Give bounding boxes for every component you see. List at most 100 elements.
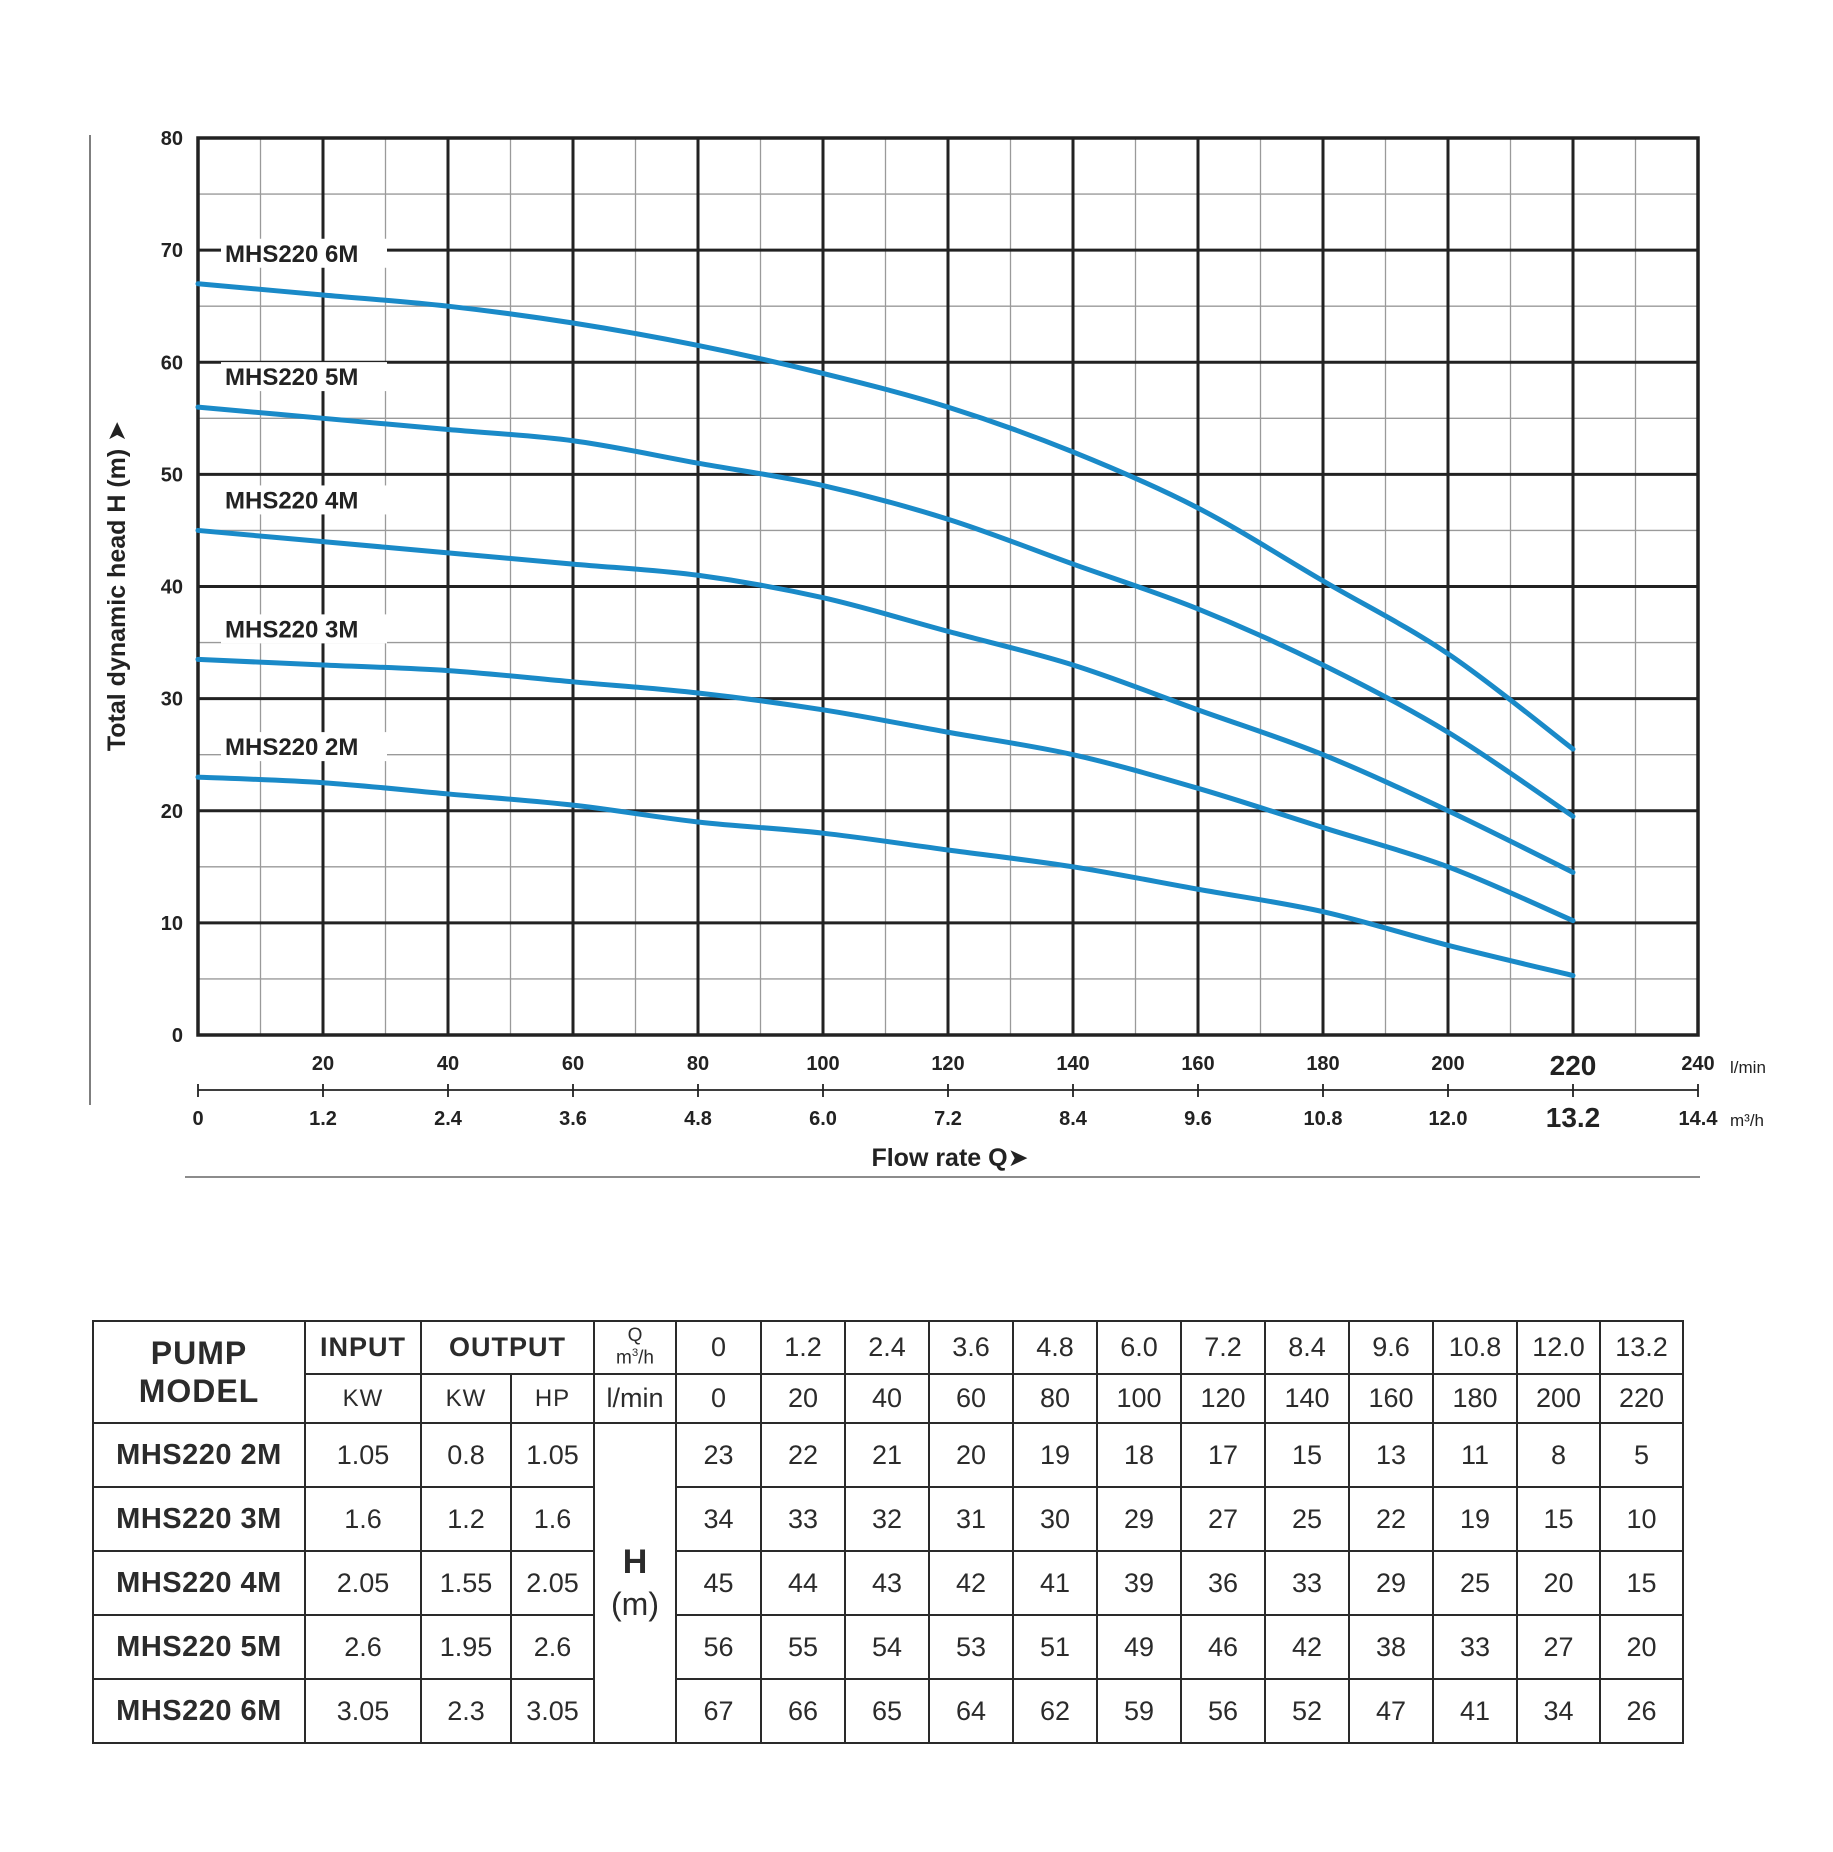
q-m3h-cell: 10.8 [1432, 1320, 1518, 1375]
q-lmin-cell: 220 [1599, 1373, 1684, 1424]
y-tick-label: 80 [161, 128, 183, 150]
input-kw-cell: 1.6 [304, 1486, 422, 1552]
y-tick-labels: 0 10 20 30 40 50 60 70 80 [161, 128, 183, 1047]
input-kw-cell: 2.05 [304, 1550, 422, 1616]
x-primary-unit: l/min [1730, 1058, 1766, 1077]
head-cell: 5 [1599, 1422, 1684, 1488]
x-secondary-tick-label: 2.4 [434, 1108, 463, 1130]
y-tick-label: 60 [161, 352, 183, 374]
q-unit-base: m [615, 1347, 632, 1369]
q-lmin-cell: 180 [1432, 1373, 1518, 1424]
head-cell: 15 [1516, 1486, 1601, 1552]
curve-label: MHS220 5M [225, 364, 358, 391]
x-secondary-tick-label: 13.2 [1546, 1102, 1601, 1133]
output-hp-unit: HP [510, 1373, 595, 1424]
table-row: MHS220 6M 3.05 2.3 3.05 67 66 65 64 62 5… [92, 1678, 1684, 1744]
head-cell: 20 [928, 1422, 1014, 1488]
x-primary-tick-label: 160 [1181, 1053, 1214, 1075]
head-cell: 29 [1348, 1550, 1434, 1616]
x-primary-tick-label: 60 [562, 1053, 584, 1075]
plot-frame [196, 136, 1700, 1037]
head-cell: 13 [1348, 1422, 1434, 1488]
head-cell: 42 [1264, 1614, 1350, 1680]
table-row: MHS220 5M 2.6 1.95 2.6 56 55 54 53 51 49… [92, 1614, 1684, 1680]
head-cell: 52 [1264, 1678, 1350, 1744]
y-axis-title-text: Total dynamic head H (m) [103, 449, 131, 751]
head-cell: 38 [1348, 1614, 1434, 1680]
x-primary-tick-label: 80 [687, 1053, 709, 1075]
x-primary-tick-label: 200 [1431, 1053, 1464, 1075]
head-cell: 39 [1096, 1550, 1182, 1616]
head-cell: 18 [1096, 1422, 1182, 1488]
q-lmin-cell: 40 [844, 1373, 930, 1424]
x-primary-tick-label: 220 [1550, 1050, 1597, 1081]
q-lmin-cell: 140 [1264, 1373, 1350, 1424]
output-header: OUTPUT [420, 1320, 595, 1375]
input-kw-cell: 3.05 [304, 1678, 422, 1744]
curve-label: MHS220 3M [225, 616, 358, 643]
head-cell: 8 [1516, 1422, 1601, 1488]
head-cell: 22 [760, 1422, 846, 1488]
x-secondary-tick-label: 4.8 [684, 1108, 712, 1130]
x-primary-tick-label: 240 [1681, 1053, 1714, 1075]
model-cell: MHS220 2M [92, 1422, 306, 1488]
q-lmin-cell: 100 [1096, 1373, 1182, 1424]
x-primary-tick-label: 20 [312, 1053, 334, 1075]
q-unit-tail: /h [638, 1347, 655, 1369]
q-m3h-cell: 3.6 [928, 1320, 1014, 1375]
head-cell: 23 [675, 1422, 762, 1488]
major-grid [198, 138, 1698, 1035]
head-cell: 55 [760, 1614, 846, 1680]
q-lmin-cell: 120 [1180, 1373, 1266, 1424]
head-cell: 19 [1432, 1486, 1518, 1552]
head-unit: (m) [611, 1586, 659, 1623]
output-kw-unit: KW [420, 1373, 512, 1424]
table-row: MHS220 2M 1.05 0.8 1.05 H (m) 23 22 21 2… [92, 1422, 1684, 1744]
head-cell: 36 [1180, 1550, 1266, 1616]
x-secondary-tick-label: 7.2 [934, 1108, 962, 1130]
head-cell: 54 [844, 1614, 930, 1680]
head-cell: 53 [928, 1614, 1014, 1680]
head-cell: 33 [760, 1486, 846, 1552]
curve-label-bg [221, 485, 387, 515]
x-primary-tick-label: 40 [437, 1053, 459, 1075]
head-symbol: H [622, 1543, 648, 1582]
output-kw-cell: 1.55 [420, 1550, 512, 1616]
head-cell: 19 [1012, 1422, 1098, 1488]
head-cell: 65 [844, 1678, 930, 1744]
head-cell: 33 [1432, 1614, 1518, 1680]
head-cell: 67 [675, 1678, 762, 1744]
model-cell: MHS220 4M [92, 1550, 306, 1616]
head-cell: 11 [1432, 1422, 1518, 1488]
q-lmin-cell: 200 [1516, 1373, 1601, 1424]
head-cell: 20 [1599, 1614, 1684, 1680]
model-cell: MHS220 6M [92, 1678, 306, 1744]
q-m3h-cell: 13.2 [1599, 1320, 1684, 1375]
q-m3h-cell: 4.8 [1012, 1320, 1098, 1375]
y-tick-label: 30 [161, 689, 183, 711]
q-m3h-cell: 7.2 [1180, 1320, 1266, 1375]
x-primary-tick-label: 140 [1056, 1053, 1089, 1075]
curve-label: MHS220 6M [225, 241, 358, 268]
head-cell: 66 [760, 1678, 846, 1744]
head-cell: 41 [1432, 1678, 1518, 1744]
head-cell: 20 [1516, 1550, 1601, 1616]
q-m3h-cell: 12.0 [1516, 1320, 1601, 1375]
q-m3h-header: Q m3/h [593, 1320, 677, 1375]
pump-model-header: PUMP MODEL [92, 1320, 306, 1424]
q-m3h-cell: 2.4 [844, 1320, 930, 1375]
output-hp-cell: 1.05 [510, 1422, 595, 1488]
head-header: H (m) [593, 1422, 677, 1744]
input-kw-cell: 1.05 [304, 1422, 422, 1488]
q-label: Q [627, 1324, 643, 1346]
head-cell: 30 [1012, 1486, 1098, 1552]
head-cell: 34 [1516, 1678, 1601, 1744]
x-primary-tick-label: 120 [931, 1053, 964, 1075]
x-primary-tick-labels: 20 40 60 80 100 120 140 160 180 200 220 240 [312, 1050, 1715, 1081]
y-tick-label: 0 [172, 1025, 183, 1047]
q-m3h-cell: 0 [675, 1320, 762, 1375]
head-cell: 62 [1012, 1678, 1098, 1744]
curve-label-bg [221, 362, 387, 392]
head-cell: 27 [1516, 1614, 1601, 1680]
head-cell: 26 [1599, 1678, 1684, 1744]
